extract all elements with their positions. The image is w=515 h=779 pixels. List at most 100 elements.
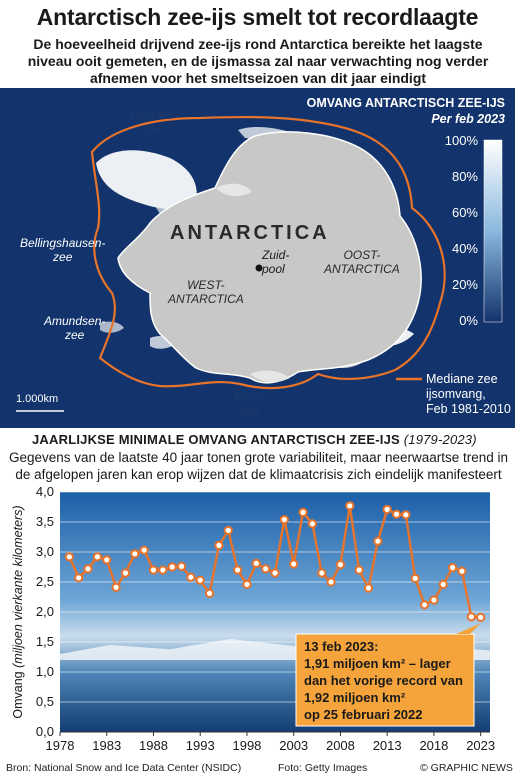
data-point — [298, 507, 308, 517]
scale-label: 1.000km — [16, 393, 59, 405]
legend-tick: 100% — [444, 133, 478, 148]
data-point — [410, 573, 420, 584]
x-tick-label: 2018 — [419, 738, 448, 753]
y-axis-label: Omvang (miljoen vierkante kilometers) — [11, 505, 25, 718]
annotation-text: op 25 februari 2022 — [304, 707, 423, 722]
x-tick-label: 2023 — [466, 738, 495, 753]
legend-tick: 80% — [451, 169, 478, 184]
data-point — [83, 564, 93, 574]
annotation-box — [295, 633, 475, 727]
data-point — [251, 558, 261, 569]
intro-text: De hoeveelheid drijvend zee-ijs rond Ant… — [27, 36, 489, 86]
data-point — [64, 552, 74, 562]
data-point — [307, 519, 317, 529]
data-point — [242, 579, 252, 590]
data-point — [429, 595, 439, 605]
data-point — [176, 561, 187, 572]
data-point — [363, 583, 374, 593]
data-point — [335, 560, 346, 570]
footer-photo: Foto: Getty Images — [278, 762, 368, 774]
chart-years: (1979-2023) — [403, 432, 477, 447]
data-point — [74, 573, 84, 583]
legend-colorbar — [483, 139, 503, 323]
data-point — [111, 582, 121, 593]
data-point — [382, 504, 392, 514]
legend-tick: 40% — [451, 241, 478, 256]
south-pole-marker — [255, 264, 263, 272]
label-west-antarctica: WEST- ANTARCTICA — [168, 278, 244, 306]
map-legend-title: OMVANG ANTARCTISCH ZEE-IJS — [306, 96, 505, 110]
map-graphic — [16, 115, 503, 412]
y-tick-label: 1,5 — [36, 634, 54, 649]
data-point — [391, 509, 402, 519]
x-tick-label: 1983 — [92, 738, 121, 753]
y-tick-label: 4,0 — [36, 484, 54, 499]
data-point — [289, 559, 299, 569]
data-point — [448, 563, 458, 573]
x-tick-label: 2003 — [279, 738, 308, 753]
chart-section-title: JAARLIJKSE MINIMALE OMVANG ANTARCTISCH Z… — [32, 432, 477, 447]
data-point — [345, 501, 355, 511]
data-point — [130, 549, 140, 559]
data-point — [438, 579, 448, 590]
data-point — [317, 568, 327, 578]
data-point — [419, 600, 430, 610]
sea-ice-map: OMVANG ANTARCTISCH ZEE-IJS Per feb 2023 … — [0, 88, 515, 428]
data-point — [120, 568, 131, 578]
median-extent-line — [90, 115, 446, 390]
legend-tick: 60% — [451, 205, 478, 220]
label-south-pole: Zuid- pool — [262, 248, 290, 276]
label-amundsen-sea: Amundsen- zee — [44, 314, 106, 342]
headline: Antarctisch zee-ijs smelt tot recordlaag… — [36, 4, 479, 30]
annotation-text: 13 feb 2023: — [304, 639, 378, 654]
data-point — [223, 525, 233, 536]
data-point — [261, 564, 271, 574]
y-tick-label: 3,5 — [36, 514, 54, 529]
data-point — [354, 565, 364, 575]
data-point — [476, 612, 486, 622]
antarctica-continent — [117, 131, 422, 384]
data-point — [204, 588, 215, 599]
annotation-text: 1,91 miljoen km² – lager — [304, 656, 451, 671]
y-tick-label: 2,0 — [36, 604, 54, 619]
data-point — [102, 555, 112, 565]
footer-source: Bron: National Snow and Ice Data Center … — [6, 762, 242, 774]
label-median-extent: Mediane zee ijsomvang, Feb 1981-2010 — [426, 372, 511, 416]
data-point — [466, 612, 476, 622]
x-tick-label: 1993 — [186, 738, 215, 753]
x-tick-label: 1978 — [46, 738, 75, 753]
x-tick-label: 2013 — [373, 738, 402, 753]
y-tick-label: 3,0 — [36, 544, 54, 559]
label-ross-sea: Ross- zee — [234, 390, 266, 418]
y-tick-label: 1,0 — [36, 664, 54, 679]
label-bellingshausen-sea: Bellingshausen- zee — [20, 236, 106, 264]
data-point — [186, 572, 196, 582]
data-point — [195, 575, 205, 585]
annotation-text: 1,92 miljoen km² — [304, 690, 406, 705]
y-tick-label: 0,0 — [36, 724, 54, 739]
data-point — [326, 577, 336, 587]
data-point — [167, 562, 177, 572]
label-antarctica: ANTARCTICA — [170, 222, 330, 244]
data-point — [214, 540, 224, 551]
data-point — [158, 565, 168, 575]
y-tick-label: 0,5 — [36, 694, 54, 709]
data-point — [148, 565, 159, 575]
data-point — [373, 536, 383, 546]
x-tick-label: 2008 — [326, 738, 355, 753]
x-tick-label: 1988 — [139, 738, 168, 753]
label-weddell-sea: Weddell- zee — [130, 108, 178, 136]
y-tick-label: 2,5 — [36, 574, 54, 589]
label-east-antarctica: OOST- ANTARCTICA — [324, 248, 400, 276]
map-legend-subtitle: Per feb 2023 — [431, 112, 505, 126]
chart-title: JAARLIJKSE MINIMALE OMVANG ANTARCTISCH Z… — [32, 432, 400, 447]
data-point — [139, 545, 149, 555]
footer-credit: © GRAPHIC NEWS — [420, 762, 513, 774]
data-point — [401, 510, 411, 520]
x-tick-label: 1998 — [232, 738, 261, 753]
data-point — [233, 565, 243, 575]
data-point — [270, 568, 280, 578]
legend-tick: 0% — [459, 313, 478, 328]
chart-description: Gegevens van de laatste 40 jaar tonen gr… — [8, 450, 509, 482]
data-point — [92, 552, 102, 562]
